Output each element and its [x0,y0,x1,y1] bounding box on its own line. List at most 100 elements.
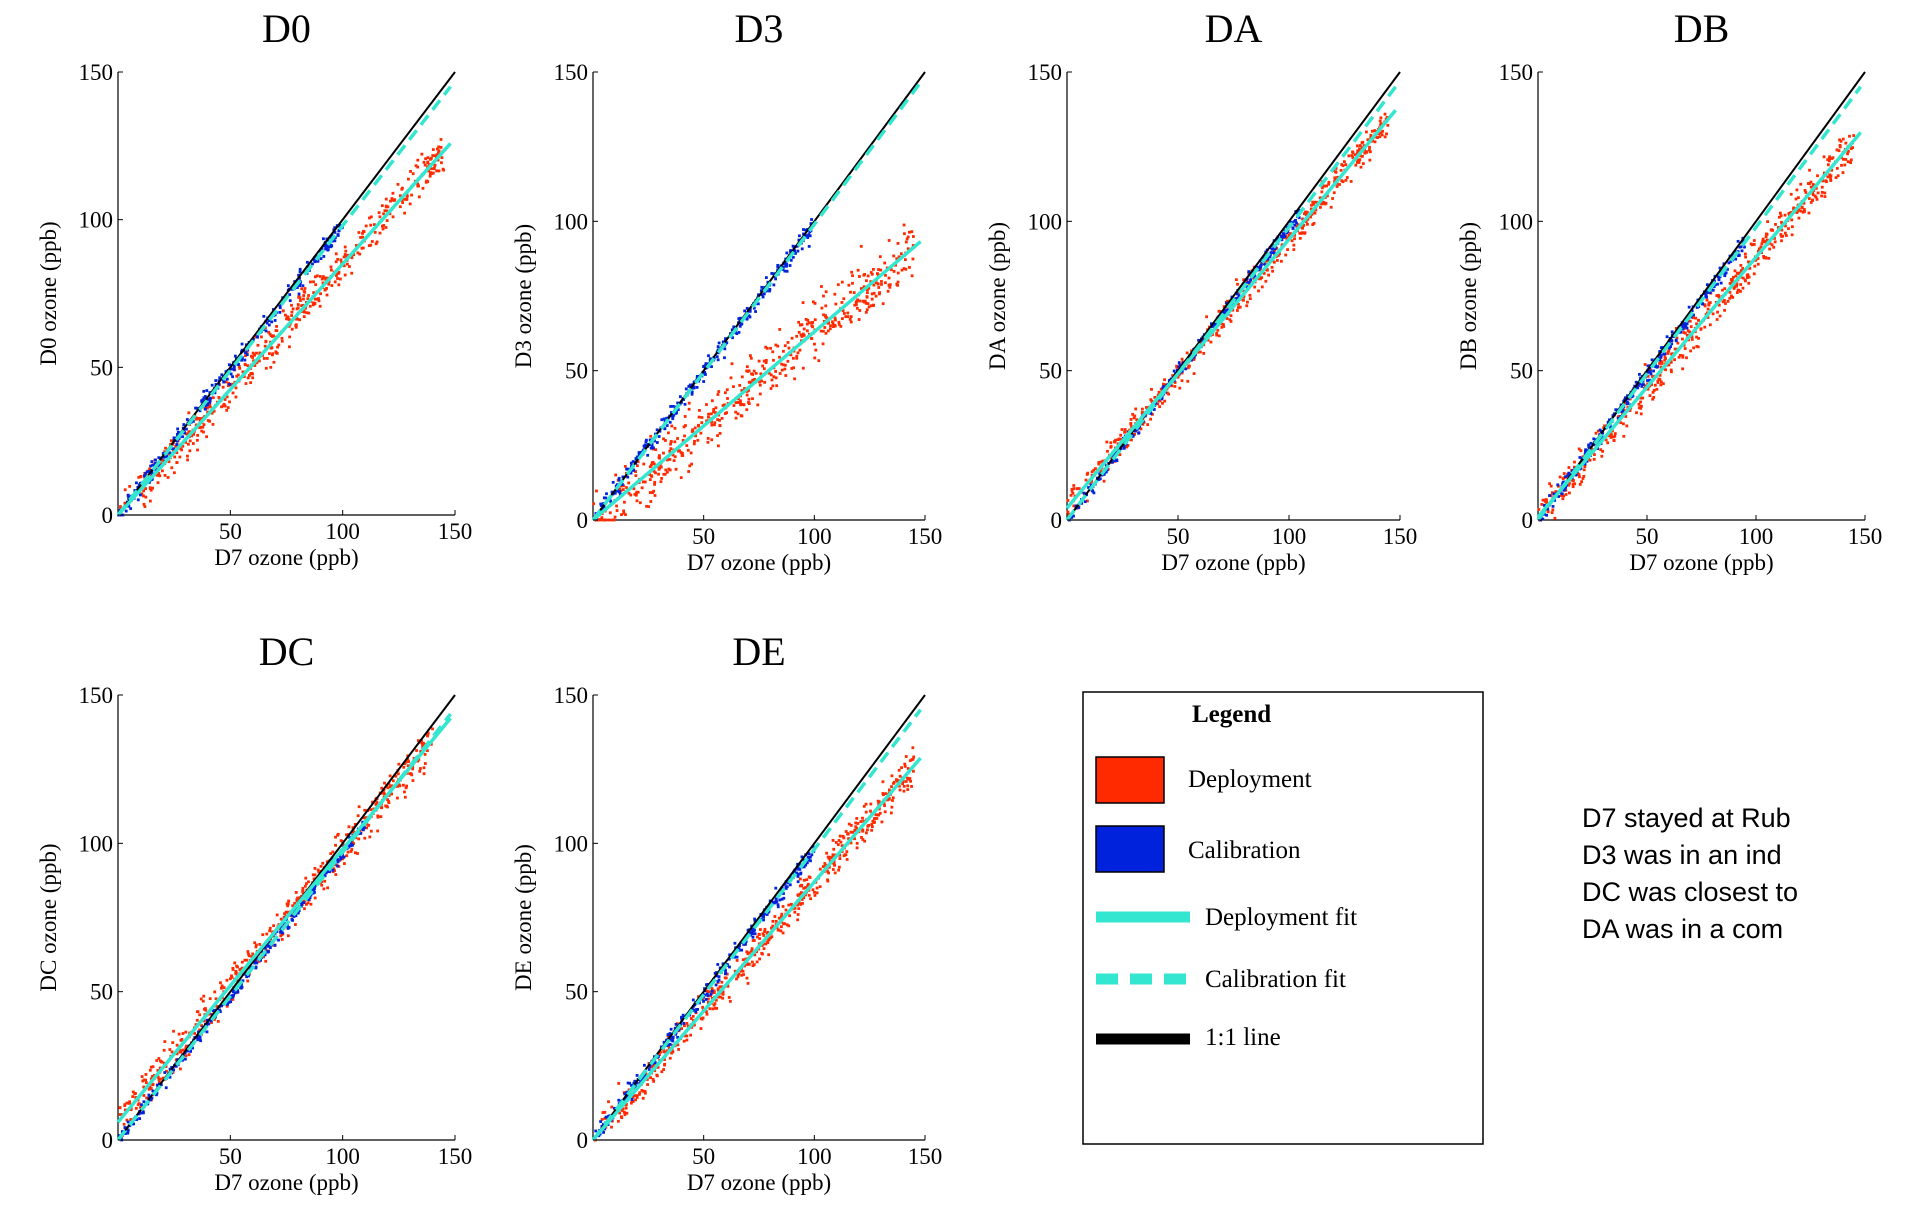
data-point [1581,459,1584,463]
data-point [1685,333,1689,337]
data-point [296,911,300,915]
data-point [823,862,827,865]
data-point [615,509,619,512]
data-point [1150,399,1154,403]
data-point [1600,454,1604,458]
data-point [1727,261,1731,265]
data-point [666,458,669,462]
data-point [1097,461,1101,464]
data-point [150,1096,154,1100]
data-point [1713,279,1716,283]
data-point [617,476,621,480]
data-point [1279,259,1283,263]
data-point [269,365,273,369]
y-tick-label: 150 [554,60,589,85]
data-point [1097,462,1101,466]
data-point [636,460,640,464]
data-point [740,389,744,392]
data-point [897,779,900,782]
data-point [326,244,330,248]
data-point [824,331,828,335]
data-point [361,827,365,831]
data-point [1682,323,1686,327]
data-point [1072,504,1076,508]
data-point [1784,234,1788,237]
data-point [1297,209,1301,212]
data-point [137,1102,141,1106]
data-point [414,164,418,168]
data-point [1226,308,1230,312]
data-point [229,1000,233,1004]
data-point [830,856,833,860]
data-point [859,820,863,823]
data-point [1296,223,1300,227]
data-point [802,228,805,231]
data-point [298,267,302,271]
data-point [171,1070,175,1074]
data-point [424,157,428,161]
data-point [123,488,127,492]
data-point [1562,488,1566,492]
one-to-one-line [592,71,926,521]
data-point [1761,237,1765,241]
data-point [184,432,188,436]
data-point [1652,369,1656,373]
data-point [738,324,742,328]
data-point [646,1083,650,1086]
data-point [848,317,852,321]
data-point [867,305,871,309]
data-point [415,749,418,752]
data-point [378,231,382,235]
data-point [728,999,732,1003]
data-point [1664,368,1667,372]
data-point [383,209,387,213]
data-point [872,303,876,307]
data-point [1828,175,1832,178]
data-point [1321,186,1324,190]
data-point [1266,259,1270,263]
data-point [1681,323,1685,327]
data-point [659,465,663,469]
data-point [1789,192,1793,196]
y-tick-label: 0 [102,1128,114,1153]
x-axis-label: D7 ozone (ppb) [214,1170,358,1195]
data-point [646,453,650,457]
data-point [350,848,354,851]
data-point [902,789,906,793]
data-point [1120,428,1124,431]
data-point [264,339,268,343]
data-point [724,337,727,341]
data-point [172,1068,176,1072]
data-point [1582,474,1586,478]
data-point [1541,517,1545,521]
data-point [383,781,386,785]
data-point [1743,278,1747,282]
data-point [845,850,849,854]
data-point [643,446,647,449]
data-point [601,518,605,522]
data-point [1237,294,1241,298]
data-point [147,1093,151,1097]
data-point [1299,232,1303,235]
data-point [856,822,860,825]
data-point [709,994,713,998]
data-point [792,871,796,875]
data-point [1731,278,1734,282]
y-tick-label: 0 [577,508,589,533]
data-point [198,1013,202,1017]
data-point [709,412,713,416]
data-point [911,235,915,238]
data-point [303,290,307,294]
data-point [890,785,893,788]
data-point [1841,137,1845,141]
data-point [634,492,638,496]
data-point [1588,458,1592,462]
data-point [842,297,846,301]
data-point [298,276,301,280]
data-point [1568,491,1571,495]
data-point [202,389,206,393]
data-point [1848,134,1851,138]
calibration-fit-line [591,81,922,522]
data-point [1123,428,1127,431]
data-point [163,1071,167,1074]
